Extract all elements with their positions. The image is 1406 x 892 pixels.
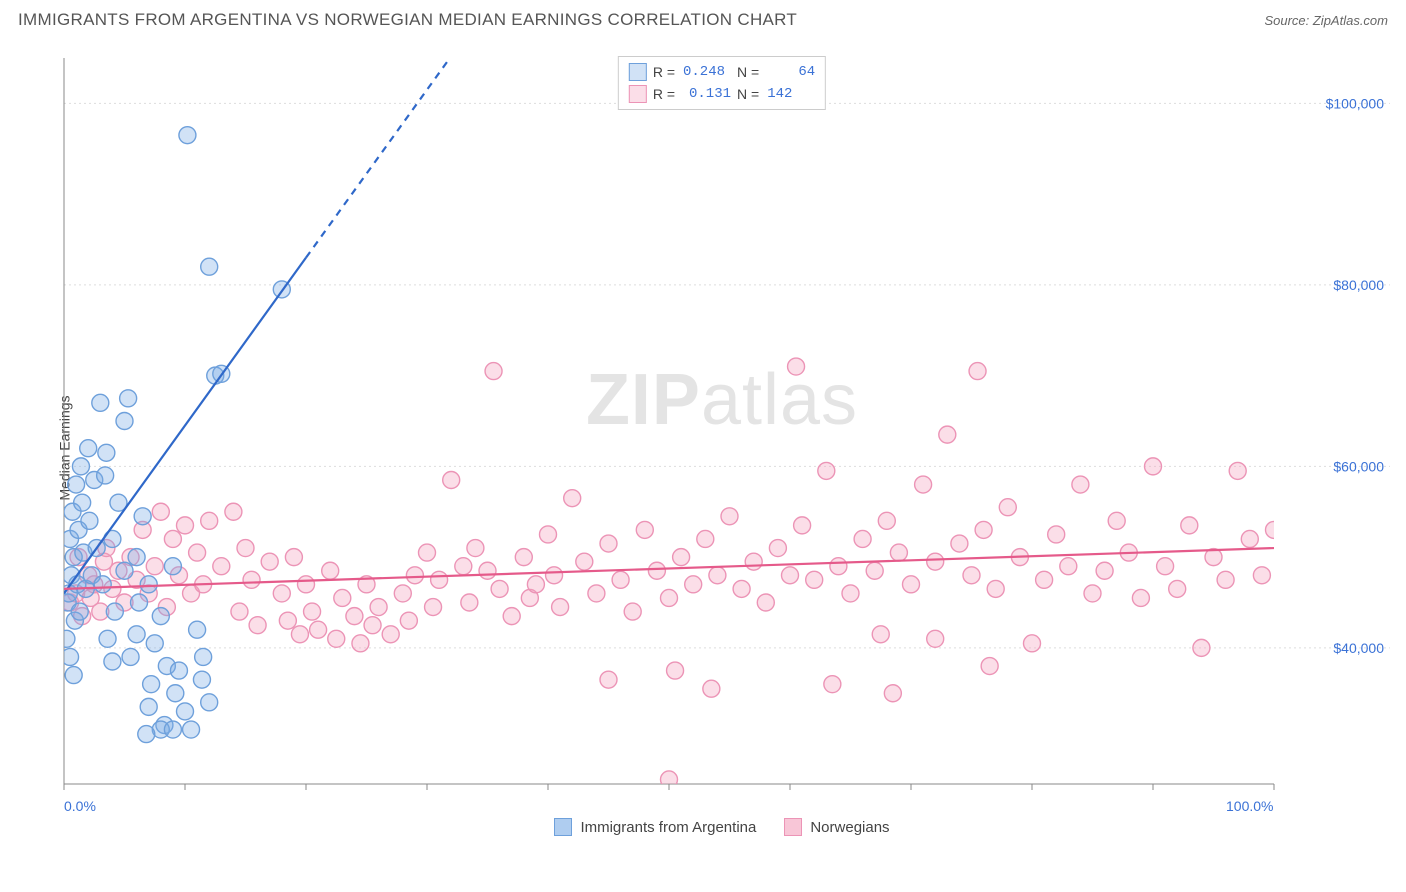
- legend-row-norwegians: R = 0.131 N = 142: [629, 83, 815, 105]
- legend-label: Norwegians: [810, 819, 889, 836]
- r-value-argentina: 0.248: [683, 61, 731, 83]
- x-axis-min-label: 0.0%: [64, 798, 96, 814]
- plot-area: $40,000$60,000$80,000$100,000 ZIPatlas R…: [54, 48, 1390, 848]
- n-value-norwegians: 142: [767, 83, 815, 105]
- legend-label: Immigrants from Argentina: [580, 819, 756, 836]
- swatch-icon: [554, 818, 572, 836]
- swatch-argentina: [629, 63, 647, 81]
- svg-text:$40,000: $40,000: [1333, 640, 1384, 656]
- svg-text:$60,000: $60,000: [1333, 458, 1384, 474]
- r-value-norwegians: 0.131: [683, 83, 731, 105]
- correlation-legend: R = 0.248 N = 64 R = 0.131 N = 142: [618, 56, 826, 110]
- chart-title: IMMIGRANTS FROM ARGENTINA VS NORWEGIAN M…: [18, 10, 797, 30]
- svg-text:$100,000: $100,000: [1326, 95, 1385, 111]
- legend-row-argentina: R = 0.248 N = 64: [629, 61, 815, 83]
- source-attribution: Source: ZipAtlas.com: [1264, 13, 1388, 28]
- swatch-icon: [784, 818, 802, 836]
- scatter-plot-svg: $40,000 $60,000 $80,000 $100,000: [54, 48, 1390, 848]
- header: IMMIGRANTS FROM ARGENTINA VS NORWEGIAN M…: [0, 0, 1406, 36]
- svg-text:$80,000: $80,000: [1333, 277, 1384, 293]
- legend-item-argentina: Immigrants from Argentina: [554, 818, 756, 836]
- swatch-norwegians: [629, 85, 647, 103]
- legend-item-norwegians: Norwegians: [784, 818, 889, 836]
- series-legend: Immigrants from Argentina Norwegians: [54, 818, 1390, 836]
- chart-container: Median Earnings $40,000$60,000$80,000$10…: [20, 48, 1390, 848]
- x-axis-max-label: 100.0%: [1226, 798, 1273, 814]
- n-value-argentina: 64: [767, 61, 815, 83]
